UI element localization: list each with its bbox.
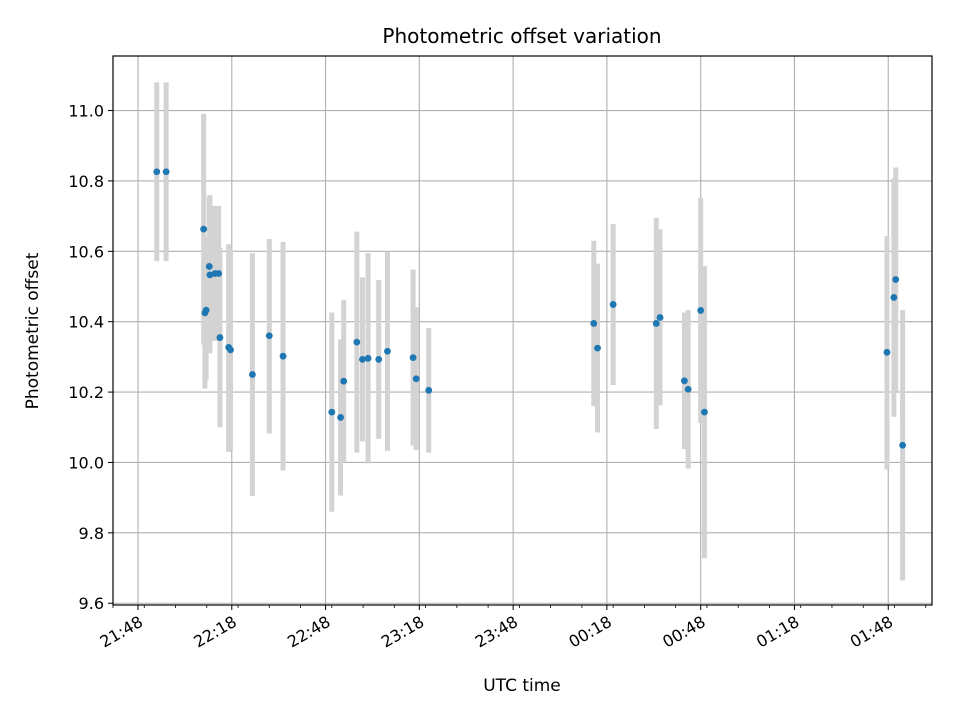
data-point <box>594 344 601 352</box>
data-point <box>412 375 420 383</box>
data-point <box>359 355 366 363</box>
x-axis-title: UTC time <box>483 676 561 696</box>
chart-title: Photometric offset variation <box>382 24 661 48</box>
data-point <box>697 307 705 314</box>
y-tick-label: 10.8 <box>68 172 104 191</box>
plot-frame <box>112 55 933 606</box>
y-axis-ticks: 9.6 9.8 10.0 10.2 10.4 10.6 10.8 11.0 <box>68 102 113 613</box>
data-point <box>701 408 708 416</box>
data-point <box>656 314 664 321</box>
data-point <box>162 168 170 176</box>
data-point <box>684 385 692 393</box>
data-point <box>200 225 208 233</box>
data-point <box>337 414 344 421</box>
data-point <box>384 347 391 355</box>
data-point <box>425 386 433 394</box>
y-tick-label: 9.8 <box>79 524 104 543</box>
data-point <box>227 346 234 354</box>
data-point <box>883 348 891 356</box>
data-point <box>340 377 348 385</box>
y-tick-label: 10.6 <box>68 242 104 261</box>
grid <box>113 56 932 605</box>
data-point <box>890 294 898 301</box>
data-point <box>265 332 273 340</box>
data-point <box>590 320 598 327</box>
data-point <box>409 354 417 361</box>
data-point <box>202 306 210 314</box>
y-tick-label: 10.2 <box>68 383 104 402</box>
data-point <box>364 354 372 362</box>
y-tick-label: 10.4 <box>68 313 104 332</box>
data-point <box>681 377 688 385</box>
y-axis-title: Photometric offset <box>23 252 43 409</box>
data-point <box>609 301 617 308</box>
data-point <box>215 270 223 277</box>
data-point <box>899 441 907 449</box>
y-tick-label: 11.0 <box>68 102 104 121</box>
data-point <box>216 334 224 341</box>
data-point <box>375 355 383 363</box>
data-point <box>153 168 161 176</box>
data-point <box>353 338 361 346</box>
y-tick-label: 10.0 <box>68 453 104 472</box>
data-point <box>205 263 213 270</box>
data-points <box>153 168 907 449</box>
data-point <box>892 276 900 283</box>
y-tick-label: 9.6 <box>79 594 104 613</box>
data-point <box>249 371 256 378</box>
data-point <box>279 352 287 360</box>
data-point <box>328 408 336 416</box>
data-point <box>652 320 660 327</box>
